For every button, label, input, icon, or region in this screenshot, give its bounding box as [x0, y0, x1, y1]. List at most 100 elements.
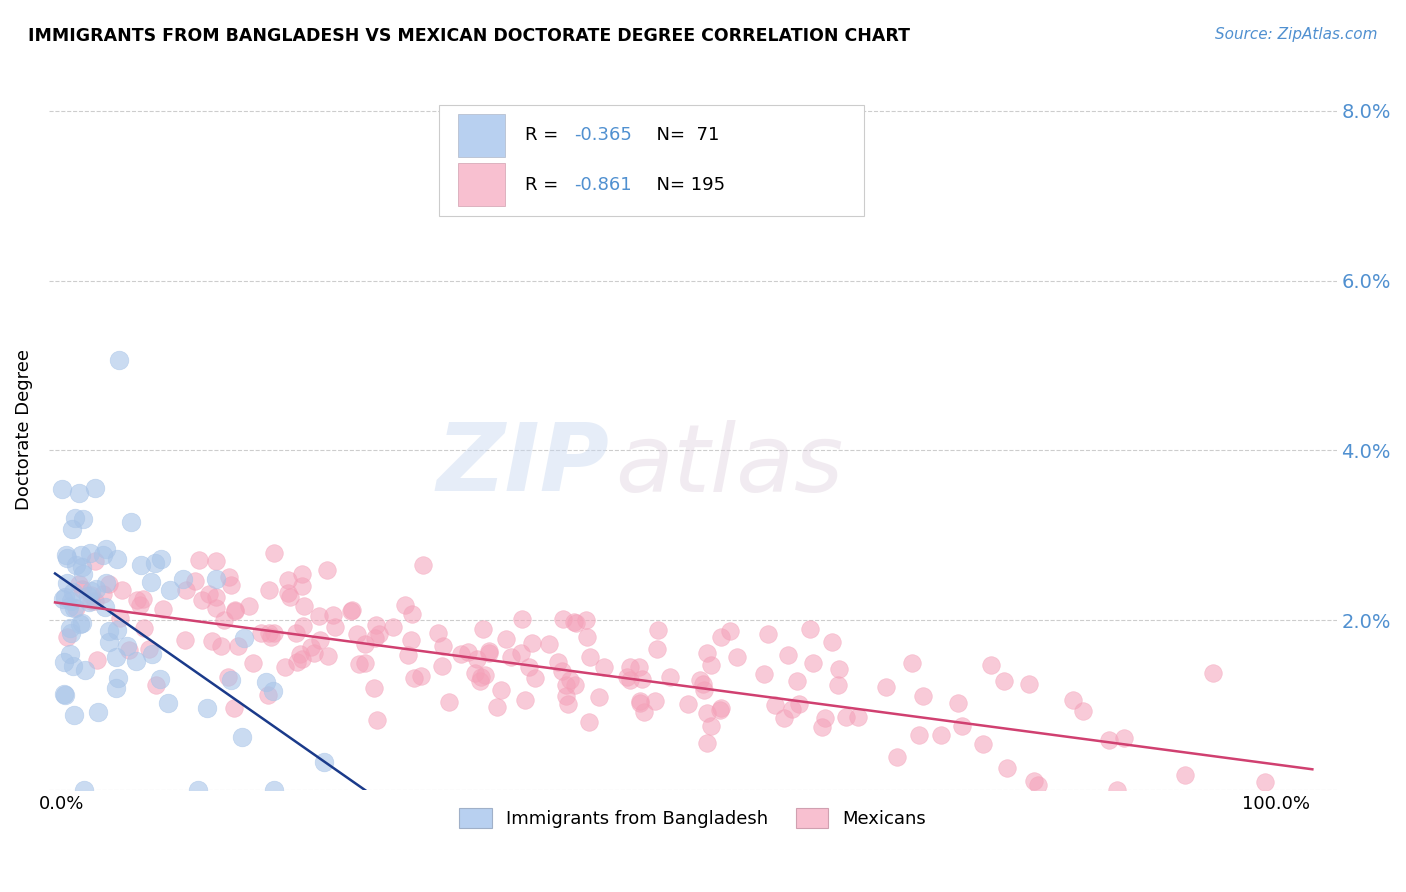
Legend: Immigrants from Bangladesh, Mexicans: Immigrants from Bangladesh, Mexicans: [453, 801, 934, 835]
Point: [218, 569, 240, 583]
Point: [87, 705, 110, 719]
Point: [659, 670, 682, 684]
Point: [628, 694, 651, 708]
Point: [292, 618, 315, 632]
Point: [1112, 731, 1135, 745]
Point: [700, 658, 723, 673]
Point: [59, 621, 82, 635]
Point: [141, 647, 163, 661]
Point: [787, 697, 810, 711]
Point: [710, 630, 733, 644]
Point: [190, 592, 212, 607]
Point: [96, 541, 118, 556]
Point: [63, 511, 86, 525]
Point: [550, 664, 572, 678]
Point: [284, 625, 307, 640]
Point: [172, 572, 194, 586]
Point: [98, 634, 121, 648]
Point: [59, 648, 82, 662]
Point: [278, 591, 301, 605]
Point: [157, 696, 180, 710]
Text: IMMIGRANTS FROM BANGLADESH VS MEXICAN DOCTORATE DEGREE CORRELATION CHART: IMMIGRANTS FROM BANGLADESH VS MEXICAN DO…: [28, 27, 910, 45]
Point: [86, 653, 108, 667]
Point: [143, 557, 166, 571]
Point: [495, 632, 517, 647]
Point: [299, 640, 322, 654]
Point: [364, 618, 387, 632]
Point: [382, 620, 405, 634]
Point: [396, 648, 419, 663]
Point: [195, 700, 218, 714]
Text: N= 195: N= 195: [645, 176, 725, 194]
Point: [510, 646, 533, 660]
Point: [84, 554, 107, 568]
Point: [67, 486, 90, 500]
Point: [277, 586, 299, 600]
FancyBboxPatch shape: [458, 163, 505, 206]
Point: [291, 651, 314, 665]
Point: [547, 656, 569, 670]
Text: -0.861: -0.861: [574, 176, 631, 194]
Point: [118, 643, 141, 657]
Point: [212, 614, 235, 628]
Point: [801, 656, 824, 670]
Point: [645, 641, 668, 656]
Point: [1098, 732, 1121, 747]
Text: Source: ZipAtlas.com: Source: ZipAtlas.com: [1215, 27, 1378, 42]
Point: [205, 572, 228, 586]
Point: [846, 710, 869, 724]
Point: [314, 756, 336, 770]
Point: [217, 670, 239, 684]
Point: [73, 783, 96, 797]
Point: [219, 578, 242, 592]
Point: [1071, 704, 1094, 718]
Point: [631, 673, 654, 687]
Point: [70, 559, 93, 574]
Point: [773, 711, 796, 725]
Y-axis label: Doctorate Degree: Doctorate Degree: [15, 349, 32, 509]
Point: [1254, 774, 1277, 789]
Point: [322, 608, 344, 623]
Point: [187, 783, 209, 797]
Point: [394, 599, 416, 613]
Text: ZIP: ZIP: [436, 419, 609, 511]
Point: [152, 602, 174, 616]
Point: [401, 632, 423, 647]
Point: [125, 592, 148, 607]
Point: [263, 783, 285, 797]
Point: [1018, 677, 1040, 691]
Point: [430, 659, 453, 673]
Point: [308, 608, 330, 623]
Point: [367, 626, 389, 640]
Point: [198, 587, 221, 601]
Point: [104, 649, 127, 664]
Point: [628, 696, 651, 710]
Point: [274, 660, 297, 674]
Point: [478, 643, 501, 657]
Point: [60, 593, 83, 607]
Point: [693, 682, 716, 697]
Point: [84, 481, 107, 495]
FancyBboxPatch shape: [458, 114, 505, 157]
Point: [148, 672, 170, 686]
Point: [94, 575, 117, 590]
Point: [619, 659, 641, 673]
Point: [457, 645, 479, 659]
Point: [1202, 665, 1225, 680]
Point: [1174, 768, 1197, 782]
Point: [718, 624, 741, 639]
Point: [63, 707, 86, 722]
Point: [128, 598, 150, 612]
Point: [174, 582, 197, 597]
Point: [80, 583, 103, 598]
Point: [489, 682, 512, 697]
Point: [56, 551, 79, 566]
Point: [588, 690, 610, 704]
Point: [115, 639, 138, 653]
Point: [288, 647, 311, 661]
Point: [73, 663, 96, 677]
Point: [564, 615, 586, 629]
Point: [401, 607, 423, 622]
Point: [644, 694, 666, 708]
Point: [633, 705, 655, 719]
